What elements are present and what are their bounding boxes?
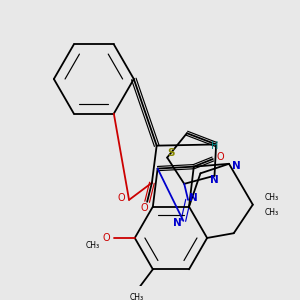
Text: O: O xyxy=(102,233,110,243)
Text: CH₃: CH₃ xyxy=(264,193,278,202)
Text: O: O xyxy=(118,193,125,203)
Text: N: N xyxy=(232,161,241,171)
Text: O: O xyxy=(140,203,148,214)
Text: O: O xyxy=(217,152,224,162)
Text: CH₃: CH₃ xyxy=(264,208,278,217)
Text: N: N xyxy=(173,218,182,228)
Text: CH₃: CH₃ xyxy=(86,241,100,250)
Text: N: N xyxy=(189,193,198,203)
Text: H: H xyxy=(211,141,218,151)
Text: CH₃: CH₃ xyxy=(130,293,144,300)
Text: N: N xyxy=(210,175,219,184)
Text: S: S xyxy=(167,148,175,158)
